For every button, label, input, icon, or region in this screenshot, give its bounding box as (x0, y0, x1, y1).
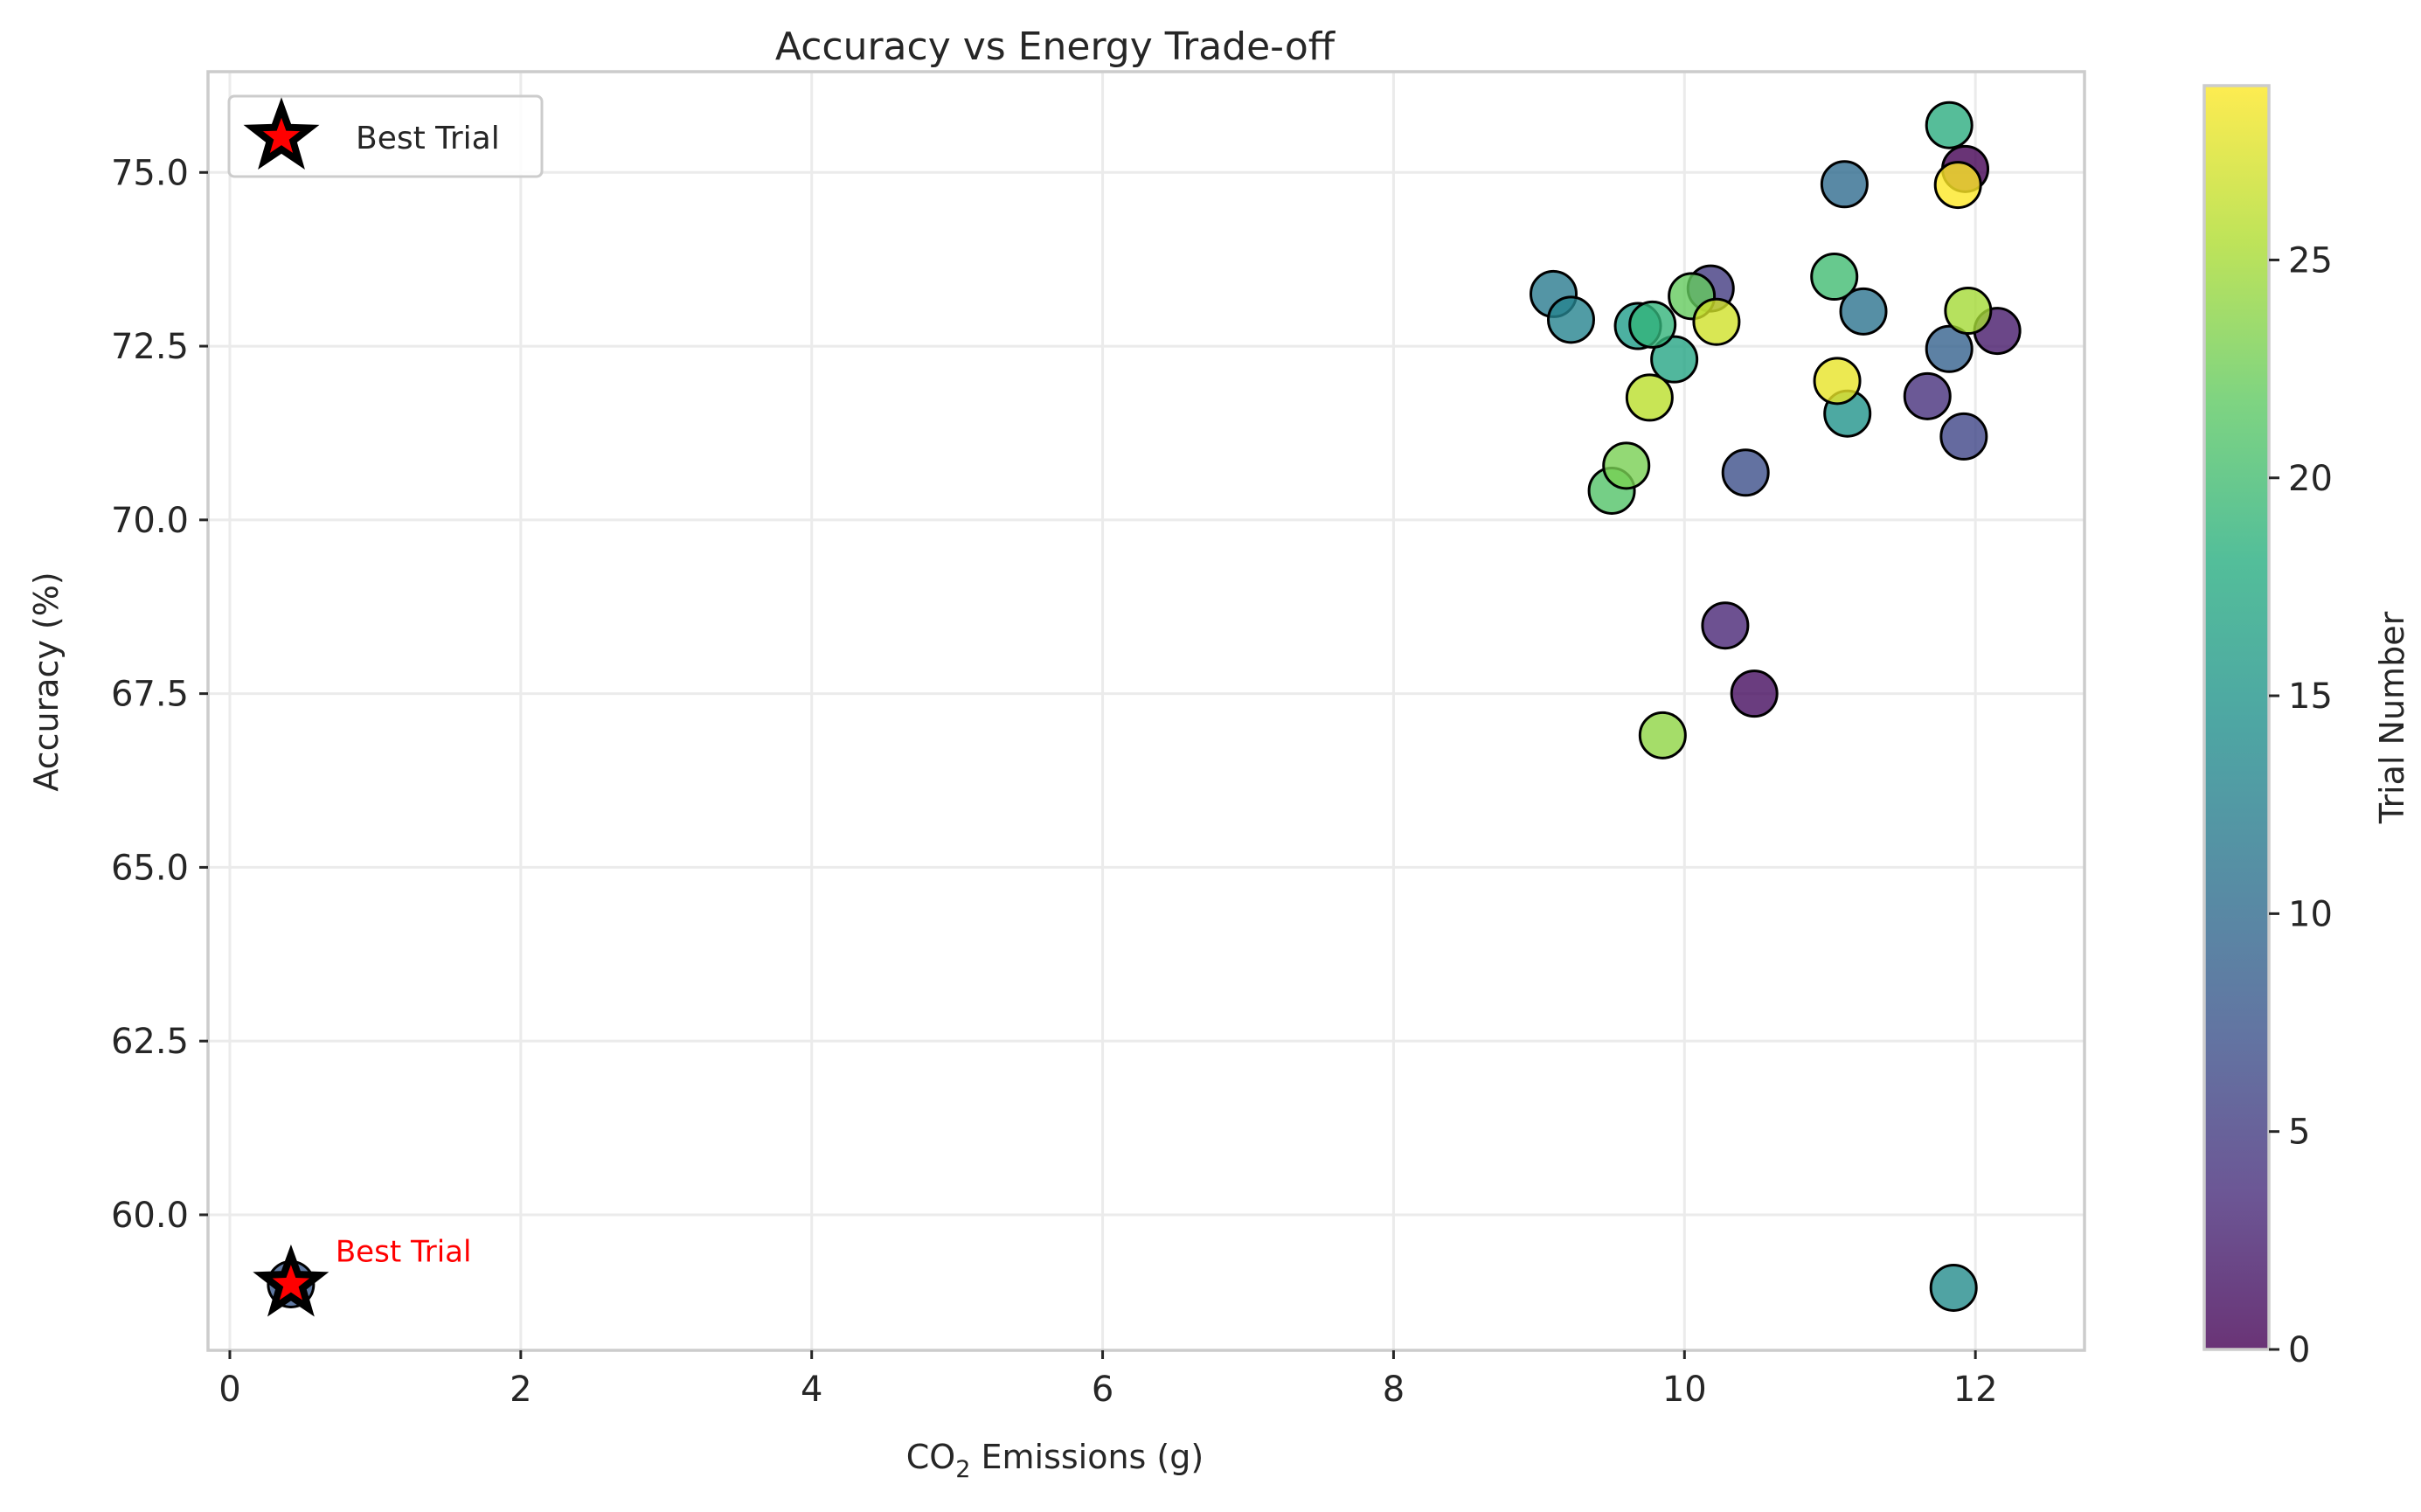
scatter-point (1933, 161, 1982, 210)
scatter-point (1730, 669, 1779, 718)
colorbar-tick-label: 15 (2288, 676, 2333, 717)
x-axis-label-main: CO (906, 1438, 955, 1476)
colorbar-tick-label: 20 (2288, 459, 2333, 499)
y-tick-label: 62.5 (111, 1022, 189, 1062)
colorbar-gradient (2202, 84, 2271, 1351)
y-axis-ticks: 60.0 62.5 65.0 67.5 70.0 72.5 75.0 (111, 153, 208, 1236)
scatter-point (1546, 295, 1595, 344)
y-tick-label: 70.0 (111, 501, 189, 541)
scatter-point (1820, 160, 1869, 209)
best-trial-star-marker (253, 1244, 330, 1317)
scatter-point (1925, 101, 1974, 149)
colorbar-tick-label: 10 (2288, 894, 2333, 934)
scatter-point (1810, 253, 1859, 302)
legend-label: Best Trial (356, 121, 500, 156)
scatter-point (1813, 357, 1862, 406)
plot-frame (206, 70, 2086, 1352)
colorbar-ticks: 0 5 10 15 20 25 (2269, 240, 2333, 1370)
best-trial-annotation: Best Trial (336, 1234, 472, 1269)
x-tick-label: 12 (1953, 1370, 1998, 1410)
x-tick-label: 8 (1383, 1370, 1405, 1410)
x-axis-label: CO2 Emissions (g) (906, 1438, 1204, 1483)
x-tick-label: 4 (801, 1370, 822, 1410)
colorbar: 0 5 10 15 20 25 Trial Number (2202, 84, 2411, 1370)
scatter-point (1929, 1263, 1978, 1312)
best-trial-group: Best Trial (253, 1234, 472, 1317)
scatter-point (1628, 300, 1677, 349)
scatter-point (1692, 297, 1741, 346)
x-axis-ticks: 0 2 4 6 8 10 12 (219, 1350, 1998, 1410)
x-tick-label: 2 (510, 1370, 531, 1410)
scatter-point (1625, 373, 1674, 422)
y-tick-label: 65.0 (111, 848, 189, 888)
scatter-point (1701, 601, 1750, 650)
scatter-point (1602, 441, 1651, 490)
x-tick-label: 0 (219, 1370, 240, 1410)
y-tick-label: 75.0 (111, 153, 189, 193)
scatter-point (1721, 448, 1770, 497)
x-axis-label-subscript: 2 (955, 1456, 970, 1483)
chart-title: Accuracy vs Energy Trade-off (775, 24, 1336, 69)
x-tick-label: 10 (1662, 1370, 1707, 1410)
scatter-point (1903, 371, 1952, 420)
colorbar-tick-label: 5 (2288, 1113, 2310, 1153)
y-axis-label: Accuracy (%) (27, 572, 66, 791)
scatter-point (1638, 711, 1687, 759)
colorbar-tick-label: 0 (2288, 1330, 2310, 1370)
x-tick-label: 6 (1092, 1370, 1113, 1410)
legend: Best Trial (227, 94, 544, 178)
legend-star-marker (243, 97, 320, 170)
scatter-point (1944, 287, 1993, 336)
y-tick-label: 67.5 (111, 675, 189, 715)
x-axis-label-rest: Emissions (g) (970, 1438, 1204, 1476)
scatter-point (1925, 324, 1974, 373)
scatter-point (1650, 335, 1699, 384)
colorbar-label: Trial Number (2373, 611, 2411, 824)
y-tick-label: 72.5 (111, 327, 189, 367)
colorbar-tick-label: 25 (2288, 240, 2333, 281)
scatter-point (1839, 287, 1888, 336)
legend-box (227, 94, 544, 178)
y-tick-label: 60.0 (111, 1196, 189, 1236)
scatter-point (1939, 412, 1988, 461)
